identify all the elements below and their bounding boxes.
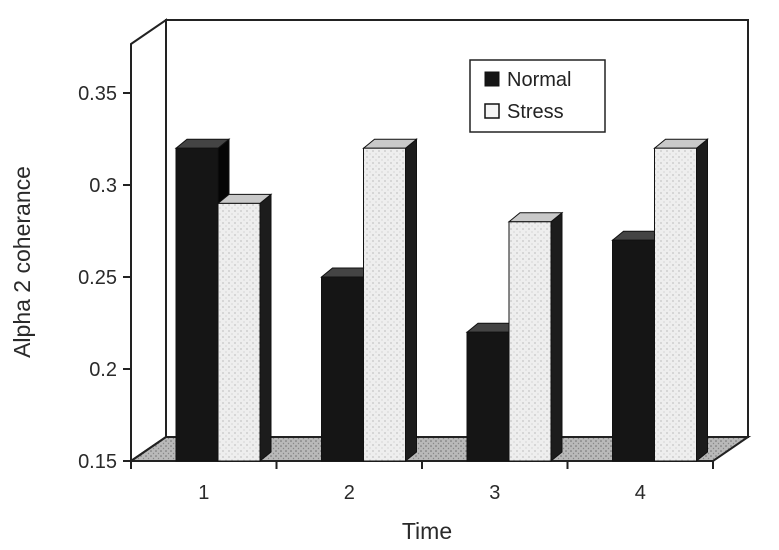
- x-axis-ticks: 1 2 3 4: [130, 461, 714, 504]
- y-axis-ticks: 0.15 0.2 0.25 0.3 0.35: [78, 83, 131, 473]
- bar-stress-4: [653, 138, 709, 463]
- legend-swatch-normal: [484, 71, 500, 87]
- y-axis-title: Alpha 2 coherance: [9, 166, 35, 358]
- y-tick-label: 0.2: [89, 359, 117, 381]
- x-tick-label: 4: [635, 482, 646, 504]
- legend-swatch-stress: [484, 103, 500, 119]
- bar-stress-2: [362, 138, 418, 463]
- x-tick-label: 3: [489, 482, 500, 504]
- bar-stress-3: [507, 211, 564, 463]
- y-tick-label: 0.15: [78, 451, 117, 473]
- y-tick-label: 0.35: [78, 83, 117, 105]
- legend-label-stress: Stress: [507, 101, 564, 123]
- x-axis-title: Time: [402, 518, 452, 544]
- legend-label-normal: Normal: [507, 69, 571, 91]
- bar-stress-1: [216, 193, 273, 463]
- x-tick-label: 1: [198, 482, 209, 504]
- legend: Normal Stress: [469, 59, 606, 133]
- y-tick-label: 0.25: [78, 267, 117, 289]
- y-tick-label: 0.3: [89, 175, 117, 197]
- bars: [174, 138, 709, 463]
- x-tick-label: 2: [344, 482, 355, 504]
- bar-normal-4: [611, 230, 667, 463]
- left-wall: [130, 18, 167, 463]
